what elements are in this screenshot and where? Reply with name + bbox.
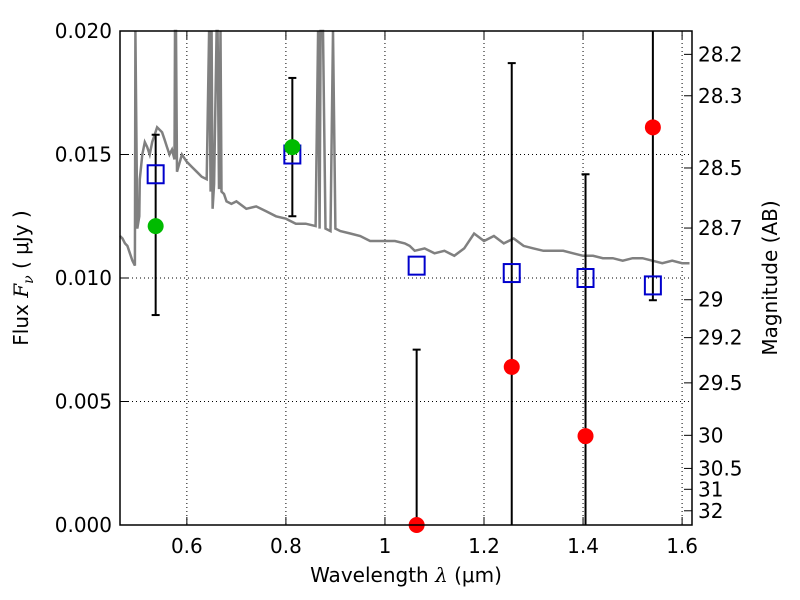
x-tick-label: 1.4 — [567, 534, 599, 558]
observed-nir-point — [577, 428, 594, 445]
x-axis-title: Wavelength λ (μm) — [310, 563, 502, 587]
y-tick-label: 0.000 — [55, 513, 112, 537]
grid — [120, 30, 692, 526]
y2-tick-label: 28.7 — [698, 216, 743, 240]
y2-axis-title: Magnitude (AB) — [758, 200, 782, 355]
y2-tick-label: 30 — [698, 423, 723, 447]
markers-layer — [146, 119, 662, 533]
y-tick-label: 0.010 — [55, 266, 112, 290]
y2-tick-label: 29 — [698, 288, 723, 312]
y-tick-label: 0.015 — [55, 143, 112, 167]
y-tick-label: 0.005 — [55, 390, 112, 414]
model-spectrum-layer — [119, 29, 690, 267]
x-tick-label: 1.2 — [468, 534, 500, 558]
observed-optical-point — [284, 139, 301, 156]
observed-optical-point — [147, 218, 164, 235]
y2-tick-label: 28.3 — [698, 84, 743, 108]
y-tick-label: 0.020 — [55, 19, 112, 43]
y2-tick-label: 29.2 — [698, 326, 743, 350]
x-tick-label: 0.8 — [270, 534, 302, 558]
tick-labels: 0.6 0.8 1 1.2 1.4 1.6 0.000 0.005 0.010 0.015 0.02… — [55, 19, 743, 558]
y2-tick-label: 31 — [698, 477, 723, 501]
x-tick-label: 1 — [379, 534, 392, 558]
observed-nir-point — [644, 119, 661, 136]
model-photometry-square — [643, 275, 662, 296]
model-photometry-square — [146, 164, 165, 185]
y2-tick-label: 32 — [698, 499, 723, 523]
y2-tick-label: 28.5 — [698, 156, 743, 180]
y2-tick-label: 30.5 — [698, 456, 743, 480]
plot-frame — [119, 30, 693, 526]
x-tick-label: 0.6 — [171, 534, 203, 558]
ticks — [120, 30, 692, 526]
model-photometry-square — [502, 263, 521, 284]
y2-tick-label: 29.5 — [698, 371, 743, 395]
y-axis-title: Flux Fν ( μJy ) — [9, 210, 37, 345]
x-tick-label: 1.6 — [666, 534, 698, 558]
model-photometry-square — [576, 268, 595, 288]
y2-tick-label: 28.2 — [698, 42, 743, 66]
observed-nir-point — [503, 358, 520, 375]
model-spectrum-line — [119, 29, 690, 267]
model-photometry-square — [407, 255, 426, 276]
